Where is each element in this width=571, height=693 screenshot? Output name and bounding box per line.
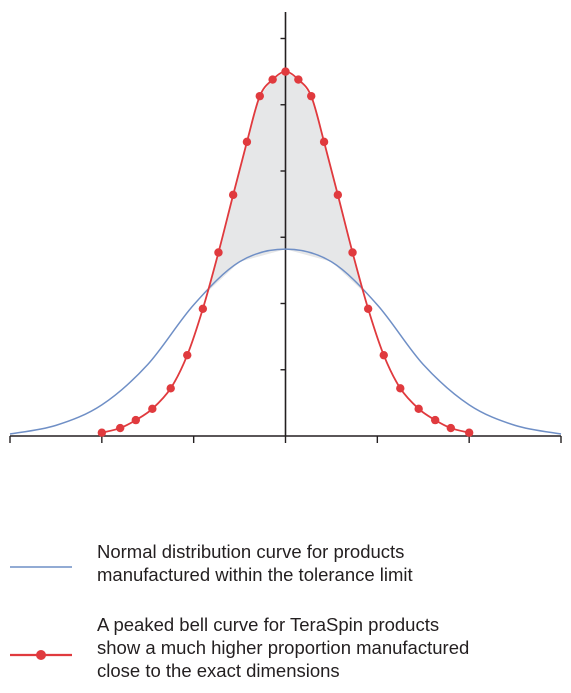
peaked-curve-point xyxy=(148,404,157,414)
legend-label-normal: Normal distribution curve for products m… xyxy=(97,540,557,586)
peaked-curve-point xyxy=(97,428,107,437)
peaked-curve-point xyxy=(255,91,264,101)
peaked-curve-point xyxy=(333,190,343,200)
peaked-curve-point xyxy=(294,75,303,84)
peaked-curve-point xyxy=(214,248,223,257)
legend-normal-line-1: Normal distribution curve for products xyxy=(97,541,405,562)
bell-curve-chart xyxy=(9,12,562,443)
peaked-curve-point xyxy=(414,404,423,414)
peaked-curve-point xyxy=(396,384,405,393)
peaked-curve-point xyxy=(446,423,455,433)
peaked-curve-point xyxy=(363,304,373,313)
peaked-curve-point xyxy=(183,350,192,360)
axes xyxy=(9,12,562,443)
peaked-curve-point xyxy=(319,137,329,147)
legend-peaked-line-1: A peaked bell curve for TeraSpin product… xyxy=(97,614,440,635)
peaked-curve-point xyxy=(307,91,316,101)
peaked-curve-point xyxy=(228,190,238,200)
legend-peaked-line-3: close to the exact dimensions xyxy=(97,660,340,681)
peaked-curve-point xyxy=(268,75,277,84)
normal-curve-line xyxy=(9,248,562,435)
peaked-curve-point xyxy=(242,137,252,147)
peaked-curve-point xyxy=(116,423,125,433)
peaked-curve-point xyxy=(348,248,357,257)
peaked-curve-point xyxy=(166,384,175,393)
legend-peaked-line-2: show a much higher proportion manufactur… xyxy=(97,637,470,658)
legend-swatch-peaked-line xyxy=(10,650,72,660)
peaked-curve-point xyxy=(379,350,388,360)
peaked-curve-point xyxy=(430,415,440,425)
peaked-curve-point xyxy=(131,415,141,425)
legend-peaked-marker xyxy=(36,650,46,660)
peaked-curve-point xyxy=(198,304,208,313)
peaked-curve-point xyxy=(281,67,290,76)
series-layer xyxy=(9,67,562,437)
legend-label-peaked: A peaked bell curve for TeraSpin product… xyxy=(97,613,557,682)
legend-swatch-normal-line xyxy=(10,566,72,568)
legend-normal-line-2: manufactured within the tolerance limit xyxy=(97,564,413,585)
peaked-curve-point xyxy=(464,428,474,437)
